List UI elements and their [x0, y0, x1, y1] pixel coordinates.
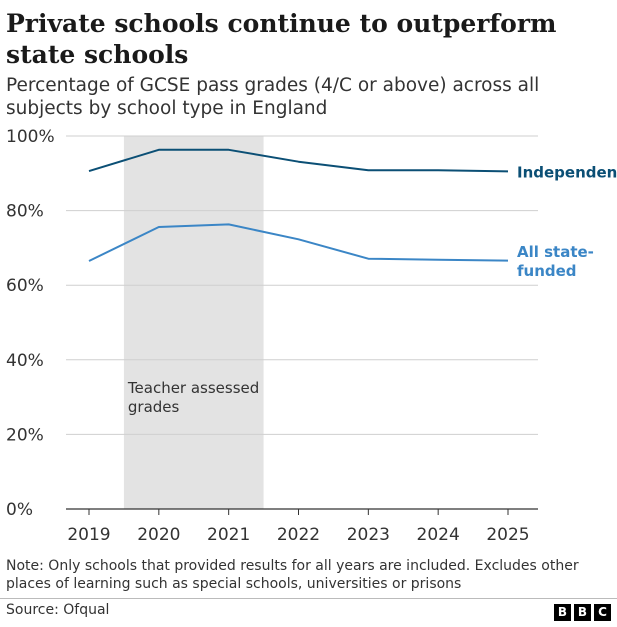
- y-tick-label: 60%: [6, 276, 44, 296]
- y-tick-label: 40%: [6, 351, 44, 371]
- x-tick-label: 2021: [207, 525, 250, 545]
- series-label: Independent: [517, 163, 617, 181]
- x-tick-label: 2020: [137, 525, 180, 545]
- bbc-logo-letter: B: [554, 604, 571, 621]
- bbc-logo-letter: B: [574, 604, 591, 621]
- shaded-period: [123, 136, 264, 509]
- y-tick-label: 0%: [6, 500, 33, 520]
- series-label: funded: [517, 262, 577, 280]
- series-label: All state-: [517, 243, 594, 261]
- chart-source: Source: Ofqual: [6, 602, 110, 618]
- bbc-logo: B B C: [554, 604, 611, 621]
- chart-title: Private schools continue to outperform s…: [6, 9, 557, 69]
- x-tick-label: 2022: [277, 525, 320, 545]
- x-tick-label: 2023: [347, 525, 390, 545]
- chart-note: Note: Only schools that provided results…: [6, 558, 579, 592]
- series-line-independent: [88, 148, 509, 173]
- footer-divider: [0, 598, 617, 599]
- x-tick-label: 2019: [67, 525, 110, 545]
- bbc-logo-letter: C: [594, 604, 611, 621]
- x-tick-label: 2024: [417, 525, 460, 545]
- y-tick-label: 20%: [6, 425, 44, 445]
- y-tick-label: 100%: [6, 127, 55, 147]
- shaded-period-label: Teacher assessed: [127, 379, 259, 397]
- chart-subtitle: Percentage of GCSE pass grades (4/C or a…: [6, 75, 540, 119]
- series-line-all-state-funded: [88, 223, 509, 262]
- y-tick-label: 80%: [6, 202, 44, 222]
- shaded-period-label: grades: [128, 398, 180, 416]
- x-tick-label: 2025: [486, 525, 529, 545]
